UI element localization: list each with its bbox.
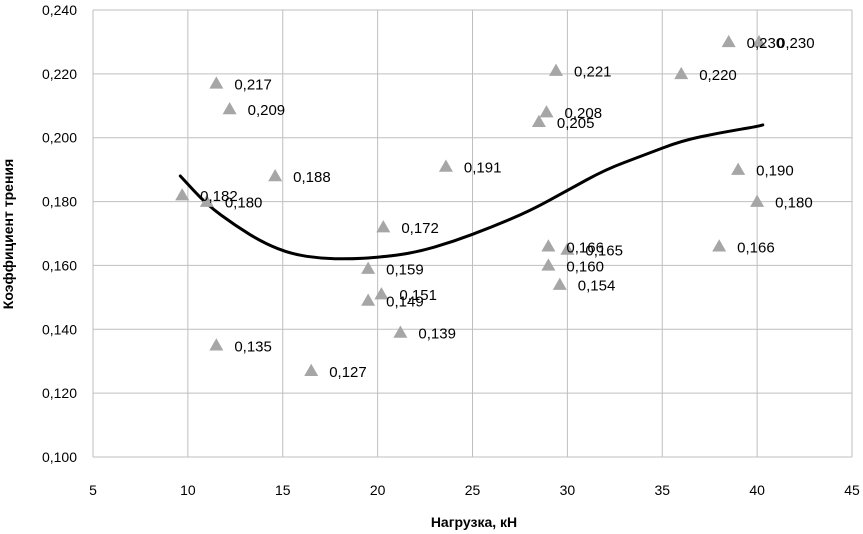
data-point-marker xyxy=(560,242,575,255)
y-tick-label: 0,140 xyxy=(42,321,77,337)
x-tick-label: 30 xyxy=(560,482,576,498)
data-point-marker xyxy=(541,239,556,252)
x-tick-label: 45 xyxy=(844,482,860,498)
y-tick-label: 0,200 xyxy=(42,130,77,146)
data-point-marker xyxy=(361,293,376,306)
x-tick-label: 35 xyxy=(654,482,670,498)
y-axis-title: Коэффициент трения xyxy=(0,159,16,309)
y-tick-label: 0,100 xyxy=(42,449,77,465)
data-label: 0,190 xyxy=(756,163,794,180)
data-point-marker xyxy=(175,188,190,201)
y-axis-ticks: 0,100 0,120 0,140 0,160 0,180 0,200 0,220 0,240 xyxy=(42,2,77,465)
data-point-marker xyxy=(304,363,319,377)
data-point-marker xyxy=(222,101,237,115)
y-tick-label: 0,240 xyxy=(42,2,77,18)
data-point-marker xyxy=(552,277,567,290)
data-point-marker xyxy=(199,194,214,207)
x-tick-label: 25 xyxy=(465,482,481,498)
data-point-marker xyxy=(376,220,391,233)
data-label: 0,135 xyxy=(234,338,272,355)
data-label: 0,221 xyxy=(574,64,612,81)
data-label: 0,139 xyxy=(418,325,456,342)
data-label: 0,149 xyxy=(386,294,424,311)
data-point-marker xyxy=(438,159,453,172)
data-point-marker xyxy=(750,194,765,207)
data-label: 0,208 xyxy=(565,105,603,122)
data-label: 0,154 xyxy=(578,278,616,295)
data-label: 0,127 xyxy=(329,364,367,381)
data-label: 0,180 xyxy=(775,195,813,212)
x-tick-label: 10 xyxy=(180,482,196,498)
x-tick-label: 40 xyxy=(749,482,765,498)
data-point-marker xyxy=(209,338,224,351)
data-label: 0,172 xyxy=(401,220,439,237)
data-point-marker xyxy=(374,287,389,300)
grid xyxy=(92,9,853,458)
data-label: 0,159 xyxy=(386,262,424,279)
data-point-marker xyxy=(268,169,283,182)
data-point-marker xyxy=(752,34,767,48)
data-point-marker xyxy=(539,105,554,118)
data-label: 0,188 xyxy=(293,169,331,186)
data-point-marker xyxy=(721,34,736,48)
x-tick-label: 20 xyxy=(370,482,386,498)
x-axis-title: Нагрузка, кН xyxy=(431,514,517,530)
x-tick-label: 15 xyxy=(275,482,291,498)
data-label: 0,160 xyxy=(566,258,604,275)
data-point-marker xyxy=(674,66,689,80)
data-label: 0,180 xyxy=(225,195,263,212)
data-label: 0,209 xyxy=(248,102,286,119)
data-point-marker xyxy=(393,325,408,338)
data-point-marker xyxy=(541,258,556,271)
data-label: 0,205 xyxy=(557,115,595,132)
data-label: 0,230 xyxy=(747,35,785,52)
data-label: 0,182 xyxy=(200,188,238,205)
data-labels-layer: 0,1820,1800,2170,2090,1350,1880,1270,159… xyxy=(200,35,814,381)
data-point-marker xyxy=(548,63,563,76)
y-tick-label: 0,160 xyxy=(42,257,77,273)
data-label: 0,151 xyxy=(399,287,437,304)
data-label: 0,165 xyxy=(585,242,623,259)
data-point-marker xyxy=(209,76,224,89)
y-tick-label: 0,220 xyxy=(42,66,77,82)
data-label: 0,191 xyxy=(464,159,502,176)
data-label: 0,166 xyxy=(566,239,604,256)
data-label: 0,217 xyxy=(234,76,272,93)
data-point-marker xyxy=(361,261,376,274)
trend-layer xyxy=(178,123,765,261)
x-axis-ticks: 5 10 15 20 25 30 35 40 45 xyxy=(89,482,860,498)
data-point-marker xyxy=(731,162,746,175)
x-tick-label: 5 xyxy=(89,482,97,498)
y-tick-label: 0,180 xyxy=(42,194,77,210)
data-label: 0,166 xyxy=(737,239,775,256)
data-point-marker xyxy=(712,239,727,252)
trendline xyxy=(178,123,765,261)
y-tick-label: 0,120 xyxy=(42,385,77,401)
data-point-marker xyxy=(531,114,546,127)
data-label: 0,220 xyxy=(699,67,737,84)
data-label: 0,230 xyxy=(777,35,815,52)
points-layer xyxy=(175,34,767,377)
